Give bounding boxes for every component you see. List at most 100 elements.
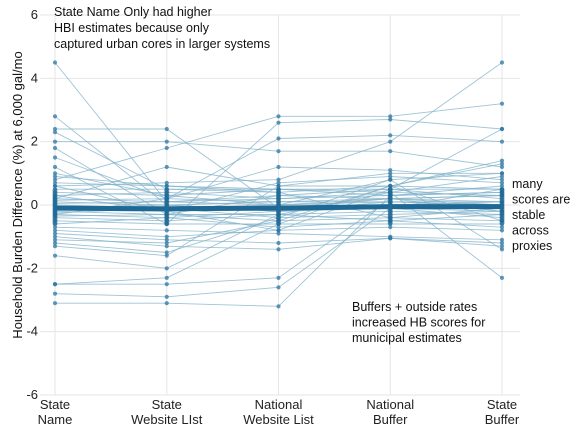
data-point [276, 228, 281, 233]
data-point [164, 228, 169, 233]
data-point [52, 282, 58, 287]
y-tick-label: 6 [31, 7, 38, 22]
data-point [499, 183, 505, 189]
data-point [499, 60, 505, 65]
y-tick-label: -6 [26, 387, 38, 402]
data-point [276, 240, 281, 246]
x-tick-label: National Website List [243, 397, 314, 425]
data-point [388, 183, 393, 189]
data-point [164, 139, 169, 144]
data-point [276, 177, 281, 182]
annotations: State Name Only had higher HBI estimates … [54, 5, 570, 345]
data-point [276, 180, 281, 185]
x-tick-label: State Website LIst [131, 397, 203, 425]
data-point [499, 225, 505, 230]
data-point [52, 301, 58, 306]
data-point [499, 177, 505, 182]
y-tick-label: -4 [26, 324, 38, 339]
data-point [52, 177, 58, 182]
data-point [276, 149, 281, 154]
y-axis-ticks: -6 -4 -2 0 2 4 6 [26, 7, 38, 402]
data-point [276, 247, 281, 252]
data-point [164, 250, 169, 255]
data-point [164, 266, 169, 271]
data-point [276, 183, 281, 189]
data-point [52, 240, 58, 246]
data-point [164, 282, 169, 287]
y-tick-label: 0 [31, 197, 38, 212]
data-point [276, 275, 281, 280]
data-point [388, 139, 393, 144]
data-point [499, 101, 505, 106]
data-point [52, 139, 58, 144]
grid-layer [40, 14, 520, 396]
data-point [388, 171, 393, 176]
data-point [52, 237, 58, 242]
data-point [388, 174, 393, 179]
data-point [52, 145, 58, 151]
data-point [276, 225, 281, 230]
data-point [52, 291, 58, 296]
data-point [52, 183, 58, 189]
data-point [388, 168, 393, 173]
data-point [52, 180, 58, 185]
data-point [52, 244, 58, 249]
data-point [499, 164, 505, 170]
data-point [164, 237, 169, 242]
data-point [276, 285, 281, 290]
y-tick-label: 2 [31, 134, 38, 149]
data-point [164, 180, 169, 185]
data-point [499, 126, 505, 132]
data-point [52, 155, 58, 160]
data-point [164, 240, 169, 246]
data-point [164, 253, 169, 258]
data-point [52, 60, 58, 65]
data-point [276, 114, 281, 119]
data-point [52, 187, 58, 194]
data-point [52, 171, 58, 176]
data-point [388, 114, 393, 119]
data-point [275, 187, 282, 194]
data-point [164, 188, 170, 194]
data-point [499, 174, 505, 179]
data-point [164, 294, 169, 299]
data-point [387, 187, 393, 193]
data-point [276, 164, 281, 170]
data-point [388, 225, 393, 230]
data-point [276, 304, 281, 309]
x-tick-label: State Name [38, 397, 73, 425]
data-point [164, 301, 169, 306]
y-tick-label: 4 [31, 70, 38, 85]
data-point [499, 244, 505, 249]
data-point [52, 253, 58, 258]
data-point [499, 171, 505, 176]
y-tick-label: -2 [26, 260, 38, 275]
x-tick-label: State Buffer [485, 397, 520, 425]
x-tick-label: National Buffer [366, 397, 414, 425]
data-point [499, 237, 505, 242]
data-point [388, 149, 393, 154]
data-point [276, 231, 281, 236]
data-point [276, 136, 281, 141]
data-point [164, 126, 169, 132]
data-point [164, 164, 169, 170]
data-point [388, 177, 393, 182]
data-point [52, 164, 58, 170]
annotation-bottom: Buffers + outside rates increased HB scor… [352, 300, 485, 345]
data-point [499, 247, 505, 252]
data-point [164, 183, 169, 189]
data-point [499, 161, 505, 166]
data-point [164, 234, 169, 239]
data-point [499, 180, 505, 185]
x-axis-ticks: State Name State Website LIst National Websit… [38, 397, 520, 425]
data-point [499, 240, 505, 246]
data-point [499, 139, 505, 144]
data-point [388, 133, 393, 138]
data-point [52, 114, 58, 119]
data-point [499, 275, 505, 280]
data-point [164, 244, 169, 249]
data-point [388, 117, 393, 122]
annotation-top-left: State Name Only had higher HBI estimates … [54, 5, 270, 51]
